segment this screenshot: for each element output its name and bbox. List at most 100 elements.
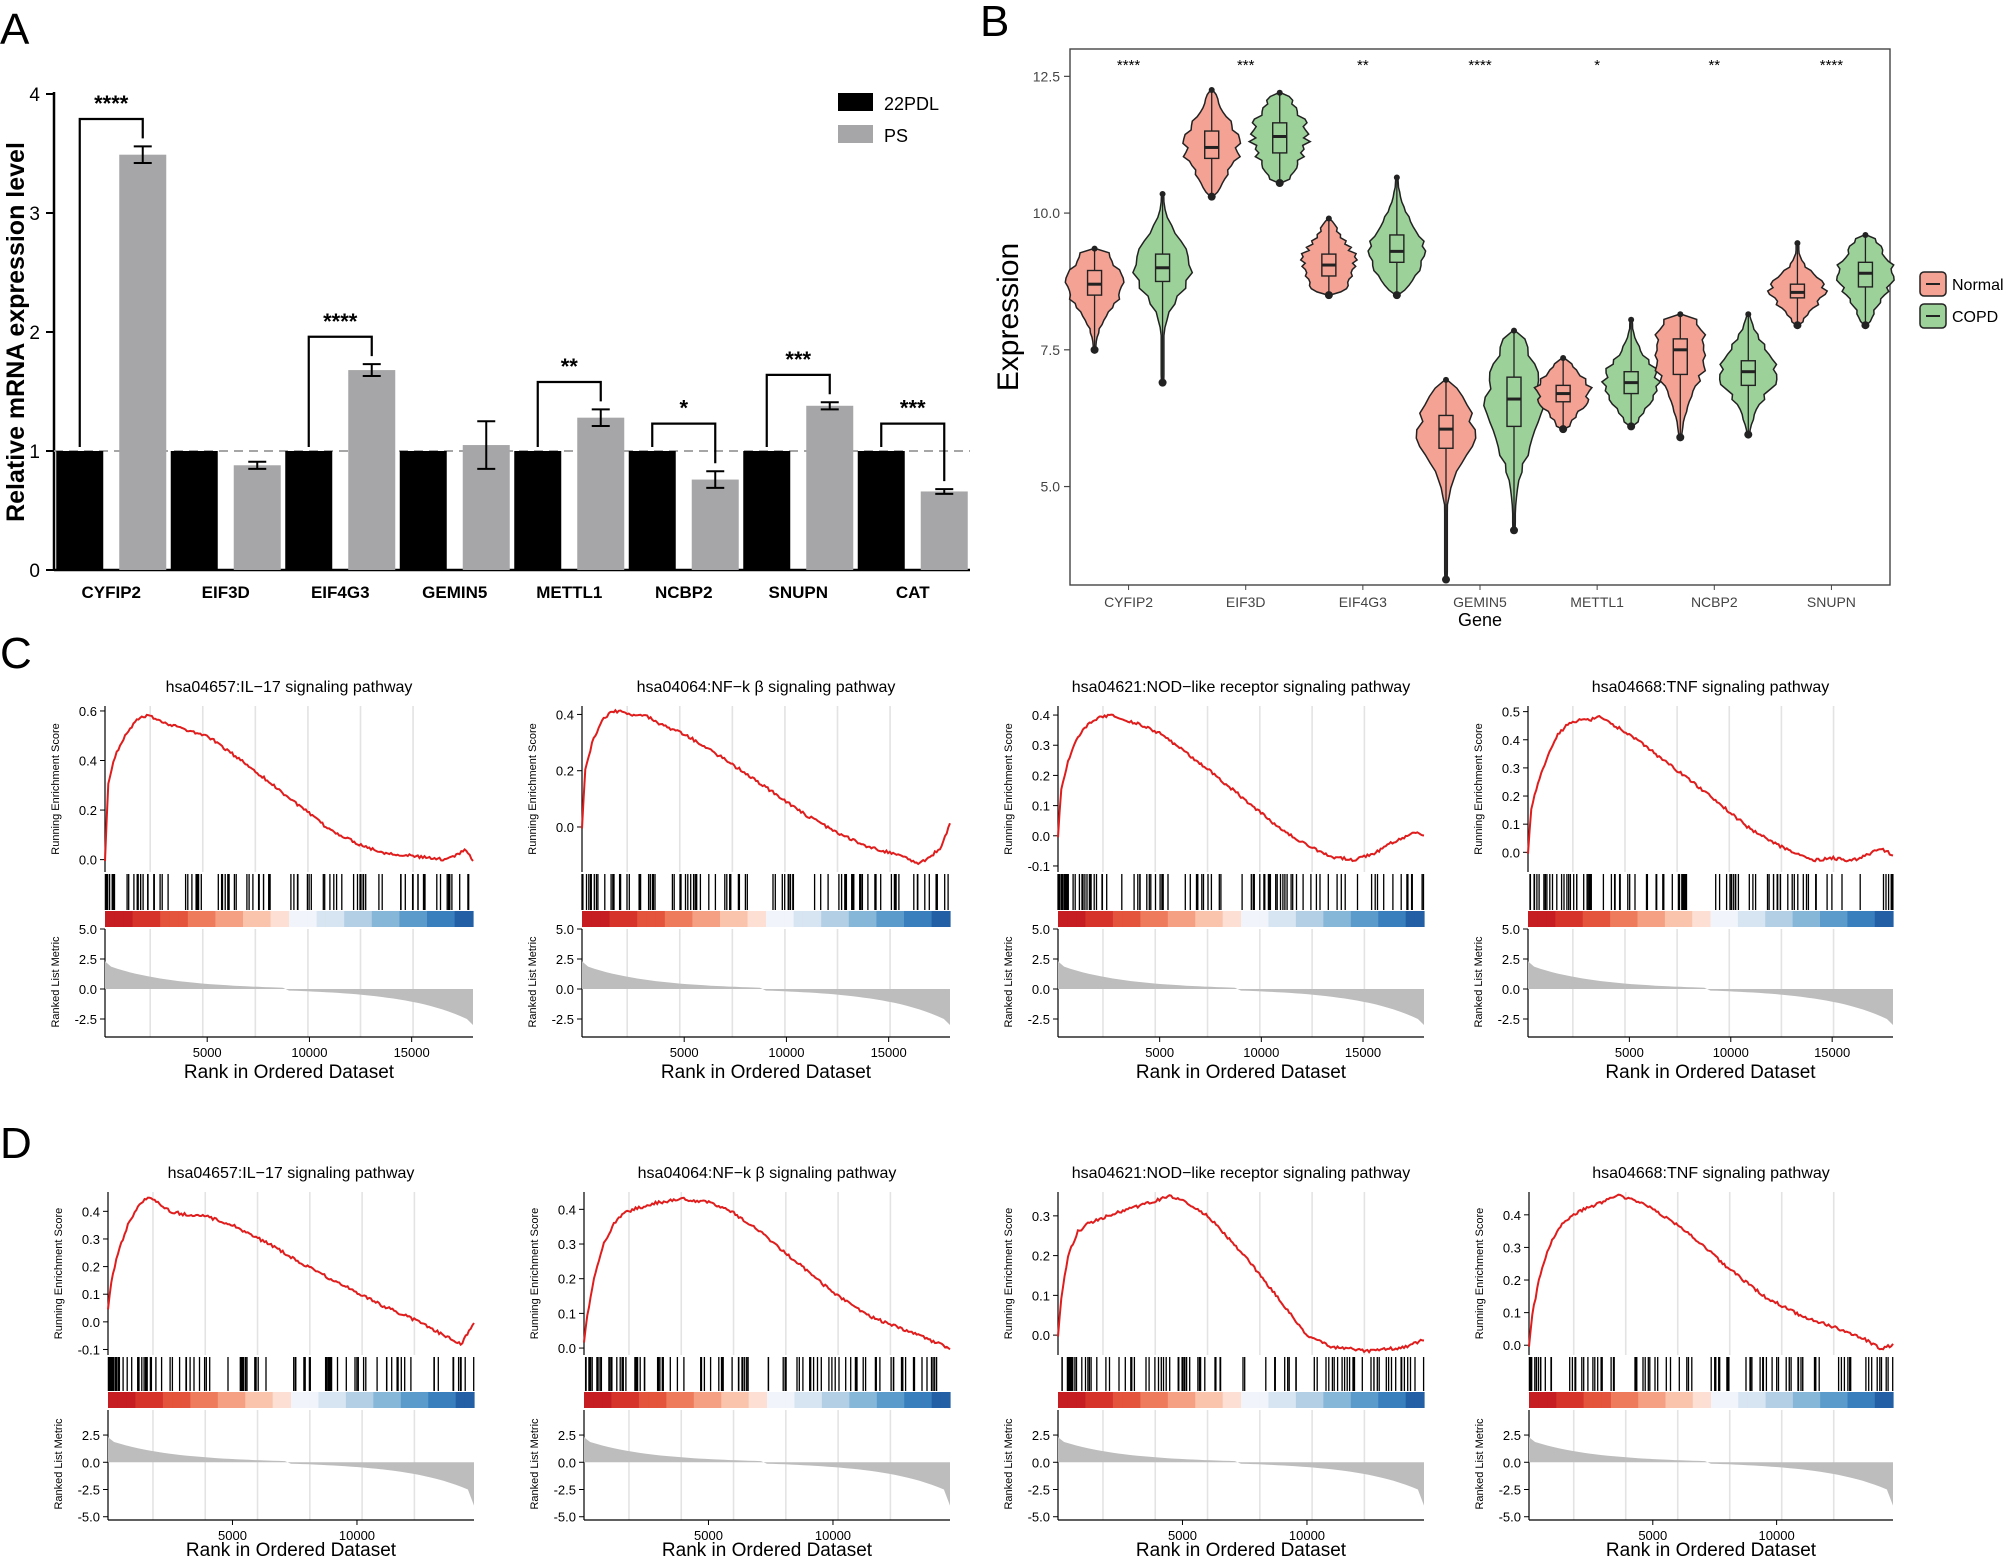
ranked-color-cell [153,1392,164,1408]
metric-y-tick-label: 5.0 [556,922,574,937]
metric-y-tick-label: 2.5 [1032,1428,1050,1443]
ranked-color-cell [646,911,657,927]
ranked-color-cell [757,1392,768,1408]
ranked-color-cell [895,1392,905,1408]
gsea-title: hsa04621:NOD−like receptor signaling pat… [1072,679,1410,696]
ranked-color-cell [1856,1392,1867,1408]
ranked-color-cell [318,1392,329,1408]
ranked-color-cell [1829,1392,1839,1408]
metric-y-tick-label: 0.0 [1502,982,1520,997]
ranked-color-cell [224,911,235,927]
metric-y-tick-label: 0.0 [558,1455,576,1470]
ranked-color-cell [1359,1392,1370,1408]
bar-22pdl [399,451,447,570]
ranked-metric-area [582,961,950,1025]
significance-label: ** [561,354,579,379]
legend-label: COPD [1952,309,1998,326]
ranked-color-cell [1528,911,1538,927]
es-y-tick-label: 0.4 [1503,1208,1521,1223]
metric-y-tick-label: -5.0 [1028,1510,1050,1525]
ranked-color-cell [1158,1392,1169,1408]
ranked-color-cell [1710,911,1721,927]
metric-y-axis-title: Ranked List Metric [1473,936,1485,1028]
ranked-color-cell [1674,1392,1685,1408]
ranked-color-cell [1250,911,1260,927]
metric-y-tick-label: 2.5 [556,952,574,967]
significance-label: * [1594,57,1600,74]
ranked-metric-area [108,1437,474,1506]
ranked-color-cell [1811,1392,1821,1408]
x-tick-label: 5000 [1145,1045,1174,1060]
ranked-color-cell [1195,1392,1205,1408]
gsea-title: hsa04064:NF−k β signaling pathway [638,1165,897,1182]
ranked-color-cell [1085,911,1096,927]
ranked-color-cell [701,911,712,927]
ranked-color-cell [720,911,730,927]
es-y-tick-label: 0.2 [558,1272,576,1287]
ranked-color-cell [270,911,281,927]
ranked-color-cell [1656,1392,1667,1408]
ranked-color-cell [208,1392,219,1408]
box [1389,234,1405,264]
ranked-color-cell [894,911,905,927]
ranked-color-cell [1628,911,1639,927]
ranked-color-cell [217,1392,228,1408]
gsea-title: hsa04668:TNF signaling pathway [1592,1165,1829,1182]
legend-swatch [838,125,873,143]
ranked-color-cell [628,911,638,927]
es-y-axis-title: Running Enrichment Score [1474,1208,1486,1339]
x-tick-label: NCBP2 [655,583,713,602]
ranked-color-cell [400,1392,411,1408]
x-tick-label: 10000 [1713,1045,1749,1060]
ranked-color-cell [1756,1392,1767,1408]
ranked-color-cell [767,1392,777,1408]
ranked-color-cell [390,911,400,927]
ranked-color-cell [172,1392,182,1408]
ranked-color-cell [1865,911,1876,927]
ranked-color-cell [1883,1392,1894,1408]
x-axis-title: Rank in Ordered Dataset [1136,1062,1347,1083]
ranked-color-cell [1720,1392,1730,1408]
bar-ps [119,154,167,570]
significance-label: *** [1237,57,1255,74]
ranked-color-cell [1350,911,1361,927]
ranked-color-cell [178,911,189,927]
enrichment-score-line [107,1196,475,1347]
ranked-color-cell [830,911,841,927]
ranked-color-cell [1213,911,1224,927]
ranked-color-cell [692,911,703,927]
ranked-color-cell [922,911,933,927]
ranked-color-cell [1058,1392,1068,1408]
es-y-tick-label: 0.6 [79,704,97,719]
es-y-axis-title: Running Enrichment Score [1003,1208,1015,1339]
x-tick-label: 10000 [339,1528,375,1543]
y-tick-label: 0 [29,561,40,582]
ranked-color-cell [1829,911,1839,927]
ranked-color-cell [793,911,804,927]
ranked-color-cell [1564,911,1575,927]
significance-bracket [651,422,717,464]
ranked-color-cell [1619,911,1629,927]
x-tick-label: METTL1 [1570,594,1624,610]
significance-label: **** [1468,57,1492,74]
ranked-color-cell [1094,1392,1105,1408]
ranked-color-cell [802,911,813,927]
ranked-color-cell [1674,911,1684,927]
ranked-color-cell [629,1392,640,1408]
outlier-point [1090,345,1099,354]
metric-y-tick-label: -2.5 [1028,1012,1050,1027]
ranked-color-cell [776,1392,786,1408]
ranked-color-cell [620,1392,631,1408]
es-y-tick-label: 0.0 [1503,1338,1521,1353]
enrichment-score-line [583,1196,951,1351]
metric-y-tick-label: -5.0 [554,1510,576,1525]
ranked-color-cell [169,911,180,927]
outlier-point [1862,231,1869,238]
ranked-color-cell [1547,1392,1557,1408]
box [1506,376,1522,428]
ranked-color-cell [922,1392,933,1408]
ranked-color-cell [729,911,739,927]
ranked-color-cell [1378,1392,1388,1408]
significance-label: **** [1117,57,1141,74]
